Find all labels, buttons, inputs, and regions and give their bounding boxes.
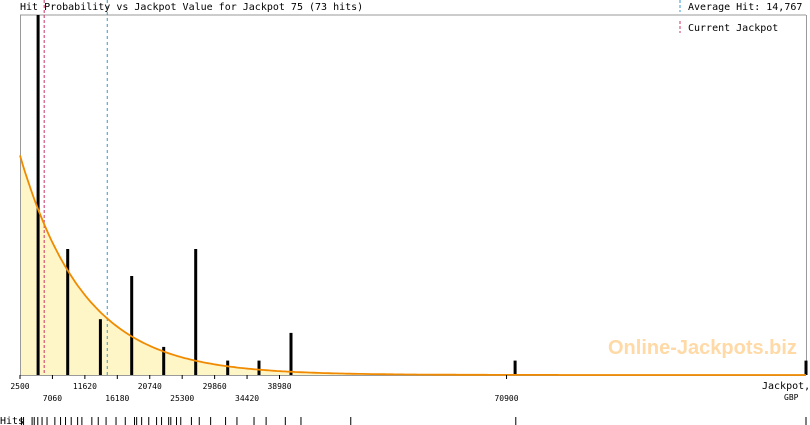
x-tick-label-1-0: 2500 (10, 382, 29, 391)
hit-bar-0 (36, 15, 40, 375)
legend-average-label: Average Hit: 14,767 (688, 2, 802, 13)
watermark: Online-Jackpots.biz (608, 337, 797, 359)
plot-frame (20, 14, 807, 376)
hit-bar-8 (289, 332, 293, 375)
probability-area (20, 155, 806, 375)
hit-bar-2 (98, 319, 102, 375)
hit-bar-5 (194, 249, 198, 375)
x-tick-label-2-0: 7060 (43, 394, 62, 403)
x-tick-label-1-2: 20740 (138, 382, 162, 391)
probability-curve (19, 155, 806, 376)
x-tick-label-2-3: 34420 (235, 394, 259, 403)
hit-bar-6 (226, 360, 230, 375)
hit-bar-7 (257, 360, 261, 375)
hit-bar-4 (162, 346, 166, 375)
x-tick-label-2-4: 70900 (494, 394, 518, 403)
chart-title: Hit Probability vs Jackpot Value for Jac… (20, 2, 363, 13)
hit-bar-3 (130, 276, 134, 375)
x-tick-label-1-4: 38980 (267, 382, 291, 391)
hit-bar-9 (513, 360, 517, 375)
hits-label: Hits (0, 416, 24, 425)
hit-bars (36, 15, 808, 375)
x-axis-ticks: 2500 11620 20740 29860 38980 7060 16180 25300 34… (10, 375, 519, 403)
x-tick-label-1-3: 29860 (203, 382, 227, 391)
hits-rug (20, 417, 807, 425)
x-tick-label-2-1: 16180 (105, 394, 129, 403)
reference-lines (43, 0, 681, 375)
x-axis-unit: GBP (784, 393, 799, 402)
x-tick-label-2-2: 25300 (170, 394, 194, 403)
legend-current-label: Current Jackpot (688, 23, 778, 34)
x-axis-label: Jackpot, (762, 381, 810, 392)
x-tick-label-1-1: 11620 (73, 382, 97, 391)
hit-bar-1 (66, 249, 70, 375)
probability-area-fill (20, 155, 806, 375)
probability-curve-line (19, 155, 806, 376)
hit-bar-10 (804, 360, 808, 375)
